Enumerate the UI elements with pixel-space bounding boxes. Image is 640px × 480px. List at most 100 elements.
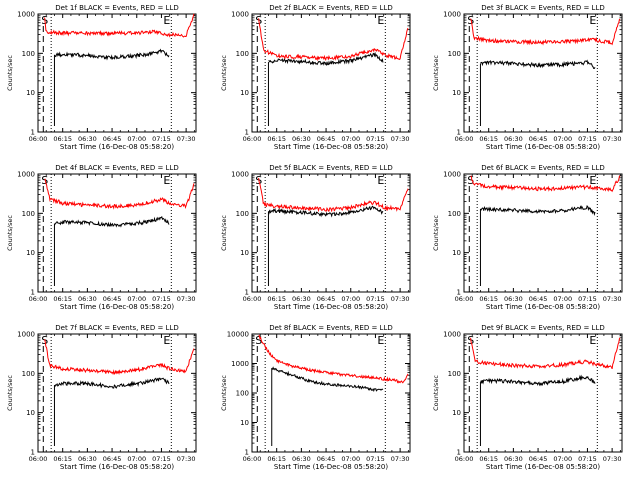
x-tick-label: 06:30 (504, 295, 523, 303)
x-tick-label: 07:30 (603, 135, 622, 143)
y-tick-label: 10000 (227, 331, 249, 339)
y-tick-label: 100 (236, 390, 249, 398)
panel-title: Det 7f BLACK = Events, RED = LLD (55, 324, 178, 332)
y-tick-label: 1 (245, 129, 249, 137)
end-marker-label: E (589, 174, 596, 187)
plot-frame (463, 13, 623, 133)
y-tick-label: 1 (31, 129, 35, 137)
x-tick-label: 06:45 (529, 135, 548, 143)
x-tick-label: 06:45 (103, 135, 122, 143)
x-tick-label: 06:15 (53, 455, 72, 463)
y-tick-label: 100 (448, 210, 461, 218)
x-tick-label: 06:15 (479, 135, 498, 143)
x-tick-label: 07:00 (553, 295, 572, 303)
y-tick-label: 1000 (17, 171, 35, 179)
x-axis-title: Start Time (16-Dec-08 05:58:20) (60, 303, 174, 311)
x-tick-label: 06:45 (317, 135, 336, 143)
panel-3: Det 3f BLACK = Events, RED = LLD 1 10 100 10… (432, 4, 623, 151)
start-marker-label: S (255, 334, 262, 347)
x-tick-label: 06:00 (455, 455, 474, 463)
x-axis-title: Start Time (16-Dec-08 05:58:20) (486, 303, 600, 311)
y-axis-title: Counts/sec (6, 375, 14, 411)
plot-frame (251, 333, 411, 453)
y-tick-label: 1000 (231, 171, 249, 179)
panel-9: Det 9f BLACK = Events, RED = LLD 1 10 100 10… (432, 324, 623, 471)
end-marker-label: E (377, 14, 384, 27)
x-tick-label: 06:30 (78, 135, 97, 143)
x-tick-label: 06:00 (243, 135, 262, 143)
lld-trace (44, 339, 195, 376)
start-marker-label: S (41, 174, 48, 187)
x-tick-label: 06:00 (29, 455, 48, 463)
panel-6: Det 6f BLACK = Events, RED = LLD 1 10 100 10… (432, 164, 623, 311)
y-tick-label: 1000 (231, 360, 249, 368)
y-tick-label: 1 (31, 289, 35, 297)
x-tick-label: 07:00 (127, 135, 146, 143)
x-tick-label: 07:30 (391, 295, 410, 303)
y-axis-title: Counts/sec (6, 215, 14, 251)
y-tick-label: 100 (448, 370, 461, 378)
y-tick-label: 10 (26, 409, 35, 417)
y-tick-label: 10 (240, 419, 249, 427)
x-axis-title: Start Time (16-Dec-08 05:58:20) (486, 463, 600, 471)
y-tick-label: 100 (448, 50, 461, 58)
end-marker-label: E (589, 334, 596, 347)
lld-trace (44, 178, 195, 210)
y-tick-label: 100 (236, 50, 249, 58)
y-tick-label: 100 (236, 210, 249, 218)
events-trace (54, 377, 170, 389)
lld-trace (258, 177, 409, 213)
x-tick-label: 07:15 (578, 455, 597, 463)
events-trace (480, 374, 596, 387)
x-axis-title: Start Time (16-Dec-08 05:58:20) (274, 463, 388, 471)
x-tick-label: 07:15 (152, 455, 171, 463)
x-tick-label: 07:15 (366, 135, 385, 143)
y-tick-label: 10 (240, 89, 249, 97)
x-tick-label: 06:45 (103, 295, 122, 303)
x-tick-label: 07:30 (177, 135, 196, 143)
x-tick-label: 06:00 (29, 295, 48, 303)
x-tick-label: 06:15 (479, 455, 498, 463)
y-tick-label: 10 (452, 89, 461, 97)
panel-title: Det 8f BLACK = Events, RED = LLD (269, 324, 392, 332)
panel-title: Det 4f BLACK = Events, RED = LLD (55, 164, 178, 172)
x-tick-label: 06:00 (243, 455, 262, 463)
x-tick-label: 06:45 (317, 295, 336, 303)
x-tick-label: 06:30 (78, 295, 97, 303)
panel-7: Det 7f BLACK = Events, RED = LLD 1 10 100 10… (6, 324, 197, 471)
panel-5: Det 5f BLACK = Events, RED = LLD 1 10 100 10… (220, 164, 411, 311)
x-tick-label: 07:15 (578, 295, 597, 303)
x-tick-label: 06:45 (529, 455, 548, 463)
end-marker-label: E (589, 14, 596, 27)
y-tick-label: 100 (22, 50, 35, 58)
plot-frame (251, 173, 411, 293)
x-tick-label: 06:45 (317, 455, 336, 463)
plot-frame (463, 173, 623, 293)
plot-frame (37, 333, 197, 453)
panel-8: Det 8f BLACK = Events, RED = LLD 1 10 100 10… (220, 324, 411, 471)
events-trace (54, 215, 170, 228)
events-trace (268, 205, 384, 218)
y-tick-label: 1000 (443, 11, 461, 19)
x-tick-label: 07:00 (553, 455, 572, 463)
x-tick-label: 06:00 (455, 135, 474, 143)
x-tick-label: 07:00 (341, 455, 360, 463)
x-tick-label: 07:00 (553, 135, 572, 143)
events-trace (268, 51, 384, 66)
y-tick-label: 1 (245, 289, 249, 297)
y-tick-label: 1000 (443, 331, 461, 339)
y-tick-label: 1000 (231, 11, 249, 19)
y-tick-label: 10 (240, 249, 249, 257)
y-tick-label: 10 (452, 409, 461, 417)
x-tick-label: 06:15 (267, 135, 286, 143)
lld-trace (258, 334, 409, 384)
end-marker-label: E (163, 14, 170, 27)
lld-trace (470, 18, 621, 46)
panel-4: Det 4f BLACK = Events, RED = LLD 1 10 100 10… (6, 164, 197, 311)
y-axis-title: Counts/sec (432, 375, 440, 411)
panel-2: Det 2f BLACK = Events, RED = LLD 1 10 100 10… (220, 4, 411, 151)
lld-trace (470, 175, 621, 193)
x-tick-label: 06:30 (292, 135, 311, 143)
x-tick-label: 06:45 (103, 455, 122, 463)
